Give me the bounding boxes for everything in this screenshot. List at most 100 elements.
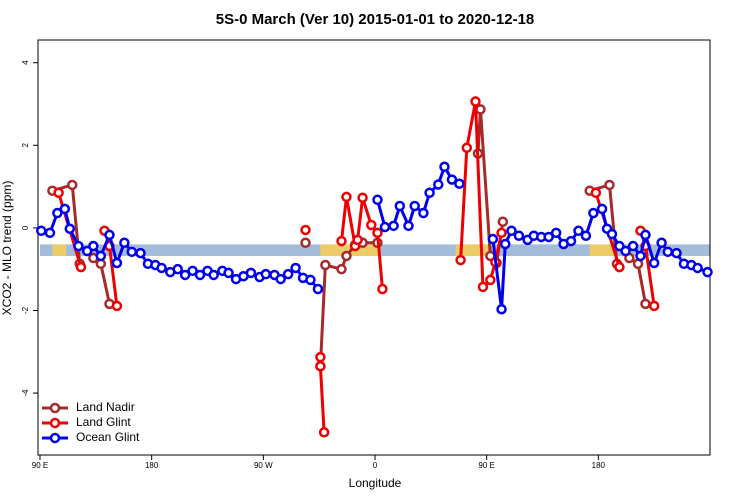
series-marker — [506, 225, 517, 237]
series-marker — [565, 235, 577, 247]
series-marker — [64, 223, 76, 234]
series-marker — [496, 227, 507, 239]
series-marker — [95, 250, 107, 262]
series-marker — [300, 224, 311, 236]
series-marker — [487, 233, 499, 245]
series-marker — [194, 269, 206, 281]
y-axis-label: XCO2 - MLO trend (ppm) — [0, 181, 14, 316]
series-marker — [318, 427, 330, 438]
series-marker — [627, 240, 639, 252]
series-marker — [433, 179, 444, 190]
series-marker — [44, 227, 56, 239]
series-marker — [172, 263, 183, 275]
series-marker — [111, 257, 123, 269]
series-marker — [352, 234, 363, 246]
series-marker — [179, 269, 191, 281]
series-marker — [394, 200, 406, 212]
series-marker — [588, 207, 599, 219]
legend-label: Ocean Glint — [76, 430, 140, 444]
plot-frame — [37, 39, 711, 456]
band-highlight — [589, 244, 615, 256]
series-marker — [513, 230, 525, 241]
series-marker — [455, 254, 466, 266]
x-tick-label: 90 E — [478, 461, 494, 470]
series-marker — [573, 225, 584, 237]
series-marker — [223, 267, 234, 279]
series-marker — [126, 246, 138, 258]
series-marker — [496, 303, 507, 315]
series-marker — [454, 178, 465, 189]
series-marker — [119, 237, 130, 249]
x-tick-label: 180 — [592, 461, 606, 470]
chart-title: 5S-0 March (Ver 10) 2015-01-01 to 2020-1… — [216, 11, 535, 28]
x-tick-label: 90 E — [32, 461, 48, 470]
series-marker — [656, 237, 667, 249]
series-marker — [290, 262, 301, 274]
series-marker — [104, 229, 115, 241]
series-marker — [606, 228, 618, 240]
band-highlight — [455, 244, 491, 256]
series-marker — [341, 191, 352, 203]
series-marker — [648, 300, 660, 312]
legend-marker — [49, 432, 61, 444]
series-marker — [485, 274, 496, 286]
y-tick-label: -4 — [21, 389, 30, 397]
legend-marker — [49, 417, 61, 429]
series-marker — [500, 238, 511, 250]
series-marker — [640, 298, 651, 310]
series-marker — [187, 265, 198, 277]
series-marker — [315, 360, 326, 372]
series-marker — [543, 231, 554, 243]
series-marker — [635, 250, 646, 262]
series-marker — [260, 268, 272, 280]
series-marker — [596, 203, 608, 215]
series-marker — [111, 300, 123, 312]
series-marker — [275, 273, 286, 285]
series-marker — [135, 247, 146, 259]
series-marker — [67, 179, 78, 191]
series-marker — [446, 174, 458, 185]
y-tick-label: -2 — [21, 306, 30, 314]
x-tick-label: 0 — [373, 461, 378, 470]
series-marker — [418, 207, 429, 219]
y-tick-label: 2 — [21, 143, 30, 148]
x-axis-label: Longitude — [349, 476, 402, 490]
series-marker — [388, 220, 399, 232]
series-marker — [475, 104, 486, 115]
x-tick-label: 90 W — [254, 461, 273, 470]
series-marker — [305, 274, 316, 286]
series-marker — [640, 229, 651, 241]
series-marker — [75, 261, 87, 273]
series-marker — [372, 227, 383, 239]
series-marker — [671, 247, 682, 259]
series-marker — [312, 283, 324, 295]
series-marker — [702, 266, 713, 278]
series-marker — [315, 351, 326, 363]
series-marker — [156, 262, 167, 274]
series-marker — [320, 259, 331, 271]
y-tick-label: 4 — [21, 60, 30, 65]
series-marker — [208, 269, 219, 281]
series-marker — [379, 221, 391, 233]
series-marker — [245, 267, 257, 279]
series-marker — [409, 200, 420, 212]
series-marker — [88, 240, 99, 252]
legend-marker — [49, 402, 61, 414]
series-marker — [336, 235, 347, 247]
series-marker — [662, 246, 674, 258]
band-highlight — [52, 244, 67, 256]
x-tick-label: 180 — [145, 461, 159, 470]
legend-label: Land Nadir — [76, 400, 135, 414]
series-marker — [648, 257, 660, 269]
legend-label: Land Glint — [76, 415, 131, 429]
series-marker — [403, 220, 414, 232]
series-marker — [692, 262, 703, 274]
series-marker — [590, 187, 602, 199]
series-marker — [35, 225, 47, 237]
series-marker — [550, 227, 562, 239]
series-marker — [614, 261, 625, 273]
series-marker — [73, 240, 84, 252]
